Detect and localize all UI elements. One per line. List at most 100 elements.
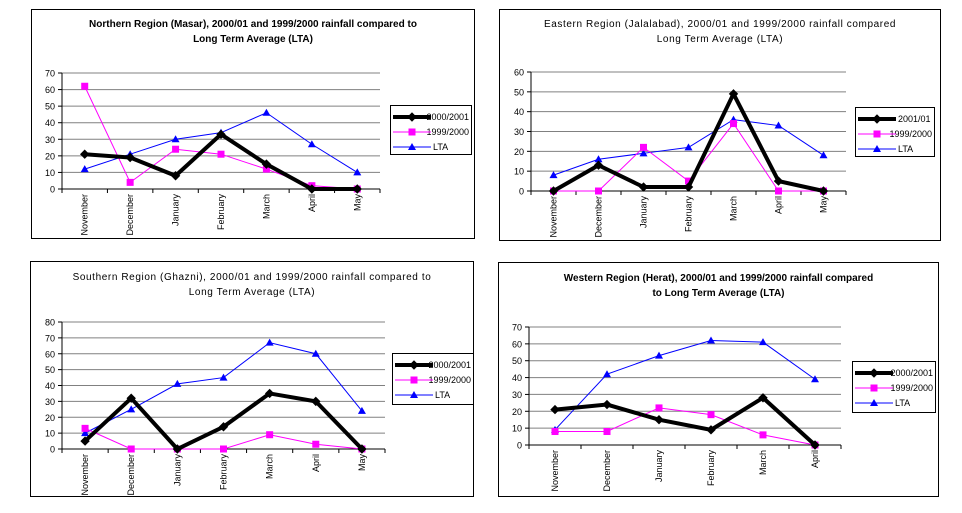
chart-title-line1: Northern Region (Masar), 2000/01 and 199…: [89, 19, 417, 30]
data-point: [81, 82, 89, 90]
data-point: [706, 425, 716, 435]
series-line: [552, 89, 824, 193]
legend-swatch-icon: [395, 359, 433, 371]
series-line: [84, 342, 363, 434]
x-tick-label: April: [774, 196, 784, 214]
data-point: [352, 184, 362, 194]
x-tick-label: November: [550, 450, 560, 492]
legend-item: 2000/2001: [395, 357, 471, 372]
data-point: [730, 120, 737, 128]
data-point: [218, 422, 229, 432]
y-tick-label: 40: [512, 373, 522, 383]
x-tick-label: May: [357, 454, 367, 472]
data-point: [759, 338, 767, 346]
legend-swatch-icon: [855, 382, 893, 394]
x-tick-label: April: [810, 450, 820, 468]
data-point: [357, 444, 367, 454]
y-tick-label: 40: [45, 118, 55, 128]
legend-swatch-icon: [393, 126, 431, 138]
data-point: [81, 424, 89, 432]
data-point: [603, 428, 611, 436]
y-tick-label: 80: [45, 318, 55, 328]
legend-marker-icon: [873, 130, 881, 137]
legend-item: LTA: [858, 141, 932, 156]
legend-label: 2000/2001: [428, 359, 471, 370]
x-tick-label: April: [311, 454, 321, 472]
series-lta: [81, 338, 366, 437]
data-point: [758, 393, 768, 403]
legend-marker-icon: [409, 359, 419, 370]
y-tick-label: 20: [512, 407, 522, 417]
x-tick-label: November: [80, 194, 90, 236]
legend: 2000/2001 1999/2000 LTA: [852, 361, 936, 413]
series-2000-2001: [80, 129, 362, 194]
legend-item: 2001/01: [858, 111, 932, 126]
legend-marker-icon: [873, 144, 881, 152]
y-tick-label: 10: [45, 429, 55, 439]
x-tick-label: April: [307, 194, 317, 212]
y-tick-label: 50: [514, 87, 524, 97]
x-tick-label: March: [729, 196, 739, 221]
data-point: [551, 428, 559, 436]
legend-item: LTA: [395, 387, 471, 402]
legend-swatch-icon: [858, 113, 896, 125]
legend-item: 1999/2000: [855, 380, 933, 395]
legend-item: LTA: [855, 395, 933, 410]
chart-title: Eastern Region (Jalalabad), 2000/01 and …: [500, 17, 940, 47]
data-point: [638, 182, 649, 192]
legend-swatch-icon: [395, 374, 433, 386]
y-tick-label: 60: [514, 68, 524, 78]
x-tick-label: December: [594, 196, 604, 238]
x-tick-label: January: [654, 450, 664, 483]
series-2000-2001: [80, 388, 367, 454]
data-point: [127, 405, 136, 413]
data-point: [127, 445, 135, 453]
x-tick-label: December: [126, 454, 136, 496]
chart-title: Western Region (Herat), 2000/01 and 1999…: [499, 271, 938, 301]
legend-marker-icon: [410, 376, 418, 383]
legend-label: 1999/2000: [426, 126, 469, 137]
data-point: [261, 159, 272, 169]
data-point: [602, 399, 612, 410]
y-tick-label: 0: [50, 445, 55, 455]
legend-item: 2000/2001: [855, 365, 933, 380]
data-point: [311, 396, 321, 407]
legend-item: 1999/2000: [393, 124, 469, 139]
data-point: [683, 182, 694, 192]
y-tick-label: 50: [45, 365, 55, 375]
data-point: [125, 152, 135, 163]
data-point: [266, 431, 274, 439]
data-point: [216, 129, 226, 140]
data-point: [759, 431, 767, 439]
data-point: [353, 168, 362, 176]
chart-title-line2: Long Term Average (LTA): [656, 34, 784, 45]
data-point: [728, 89, 739, 99]
series-line: [555, 407, 816, 446]
y-tick-label: 10: [45, 168, 55, 178]
y-tick-label: 0: [50, 185, 55, 195]
chart-title: Northern Region (Masar), 2000/01 and 199…: [32, 17, 474, 47]
data-point: [549, 171, 558, 179]
data-point: [172, 444, 183, 454]
y-tick-label: 30: [45, 397, 55, 407]
legend: 2000/2001 1999/2000 LTA: [392, 353, 474, 405]
legend-swatch-icon: [393, 111, 431, 123]
x-tick-label: February: [684, 196, 694, 233]
legend: 2000/2001 1999/2000 LTA: [390, 105, 472, 155]
x-tick-label: February: [216, 194, 226, 231]
chart-title-line2: Long Term Average (LTA): [193, 34, 313, 45]
legend-marker-icon: [872, 113, 882, 124]
data-point: [172, 145, 180, 153]
series-line: [554, 395, 817, 447]
data-point: [357, 406, 366, 414]
legend-swatch-icon: [858, 143, 896, 155]
data-point: [684, 143, 693, 151]
y-tick-label: 50: [45, 102, 55, 112]
y-tick-label: 60: [45, 85, 55, 95]
data-point: [262, 165, 270, 173]
data-point: [594, 155, 603, 163]
y-tick-label: 50: [512, 356, 522, 366]
data-point: [126, 178, 134, 186]
chart-title-line1: Eastern Region (Jalalabad), 2000/01 and …: [543, 19, 897, 30]
x-tick-label: November: [80, 454, 90, 496]
